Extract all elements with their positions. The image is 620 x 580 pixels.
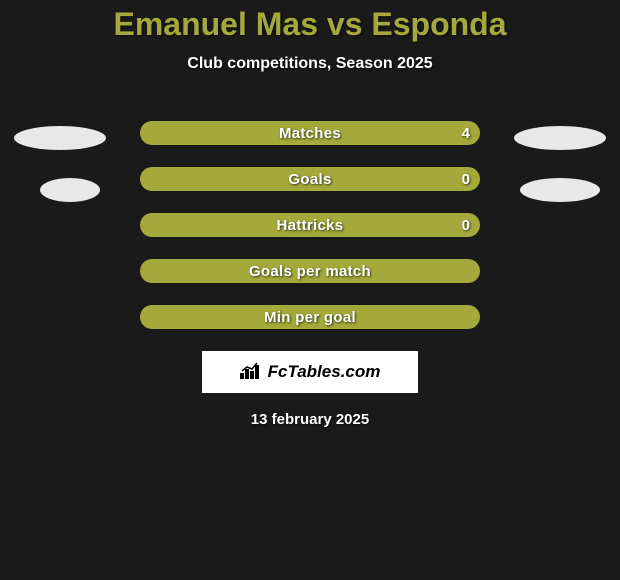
stat-label: Hattricks — [277, 217, 344, 234]
page-title: Emanuel Mas vs Esponda — [0, 0, 620, 43]
stat-bar: Goals per match — [140, 259, 480, 283]
decorative-ellipse — [40, 178, 100, 202]
stat-bar: Matches 4 — [140, 121, 480, 145]
stat-value: 4 — [462, 125, 470, 142]
date-text: 13 february 2025 — [0, 411, 620, 428]
stat-label: Goals per match — [249, 263, 371, 280]
stat-value: 0 — [462, 217, 470, 234]
decorative-ellipse — [514, 126, 606, 150]
stat-label: Min per goal — [264, 309, 356, 326]
decorative-ellipse — [520, 178, 600, 202]
stat-label: Matches — [279, 125, 341, 142]
decorative-ellipse — [14, 126, 106, 150]
stat-rows: Matches 4 Goals 0 Hattricks 0 Goals per match M… — [0, 121, 620, 329]
chart-icon — [240, 361, 262, 384]
stat-row: Hattricks 0 — [0, 213, 620, 237]
stat-bar: Goals 0 — [140, 167, 480, 191]
stat-row: Goals per match — [0, 259, 620, 283]
stat-bar: Min per goal — [140, 305, 480, 329]
subtitle: Club competitions, Season 2025 — [0, 55, 620, 73]
stat-row: Min per goal — [0, 305, 620, 329]
stat-label: Goals — [288, 171, 331, 188]
stat-bar: Hattricks 0 — [140, 213, 480, 237]
logo-box: FcTables.com — [202, 351, 418, 393]
logo-text: FcTables.com — [268, 362, 381, 382]
stat-value: 0 — [462, 171, 470, 188]
